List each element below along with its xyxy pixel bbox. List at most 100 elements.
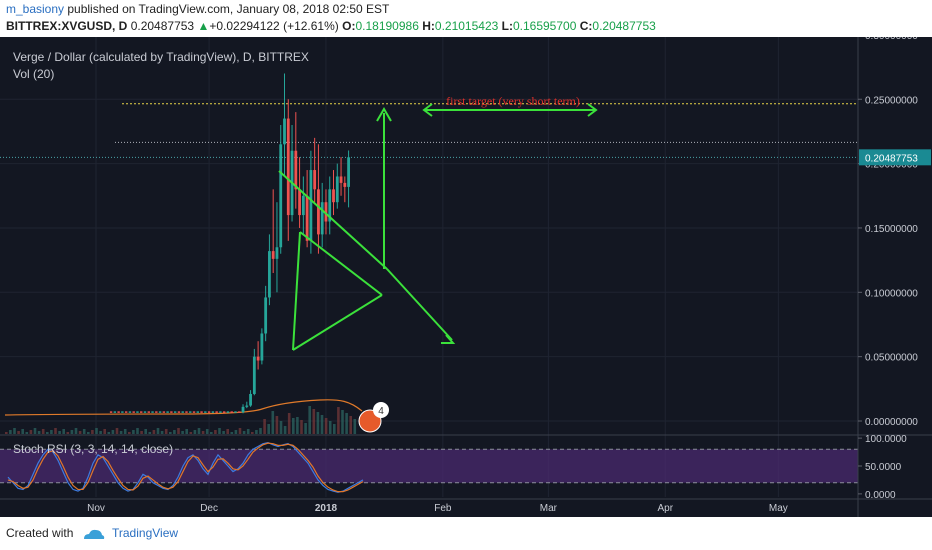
last-price-label: 0.20487753 [865, 153, 918, 164]
candle-body [170, 411, 173, 413]
volume-bar [312, 409, 316, 434]
created-with: Created with [6, 526, 74, 540]
candle-body [241, 406, 245, 413]
candle-body [204, 411, 207, 413]
volume-bar [300, 420, 303, 434]
close-label: C: [579, 19, 593, 33]
event-badge-count: 4 [378, 406, 384, 417]
volume-bar [201, 431, 205, 434]
volume-bar [103, 429, 106, 434]
volume-bar [246, 429, 250, 434]
volume-bar [87, 432, 90, 434]
candle-body [264, 297, 268, 334]
volume-bar [308, 406, 311, 434]
candle-body [279, 144, 283, 248]
volume-bar [287, 413, 291, 434]
volume-bar [37, 431, 41, 434]
volume-bar [128, 432, 131, 434]
stoch-rsi-pane [0, 441, 858, 493]
volume-bar [9, 430, 12, 434]
candle-body [215, 411, 218, 413]
event-badge[interactable]: 4 [358, 402, 389, 433]
price-tick-label: 0.00000000 [865, 417, 918, 428]
levels [0, 103, 858, 158]
volume-bar [54, 428, 57, 434]
candle-body [189, 411, 192, 413]
brand-link[interactable]: TradingView [112, 526, 179, 540]
stoch-title: Stoch RSI (3, 3, 14, 14, close) [13, 442, 173, 456]
volume-bar [316, 412, 320, 434]
volume-bar [193, 430, 197, 434]
volume-bar [156, 428, 160, 434]
candle-body [309, 170, 313, 241]
candle-body [121, 411, 124, 413]
volume-bar [205, 429, 209, 434]
candle-body [313, 170, 317, 190]
candle-body [177, 411, 181, 413]
price-tick-label: 0.15000000 [865, 224, 918, 235]
candle-body [185, 411, 188, 413]
volume-bar [345, 413, 348, 434]
volume-bar [169, 432, 172, 434]
candle-body [155, 411, 158, 413]
volume-bar [177, 428, 180, 434]
price-tick-label: 0.05000000 [865, 353, 918, 364]
candle-body [140, 411, 143, 413]
author-link[interactable]: m_basiony [6, 2, 65, 16]
candle-body [124, 411, 128, 413]
candle-body [320, 202, 324, 235]
volume-bar [218, 428, 221, 434]
candle-body [343, 182, 347, 187]
low-value: 0.16595700 [512, 19, 577, 33]
candle-body [162, 411, 166, 413]
chart-area[interactable]: 0.450000000.400000000.350000000.30000000… [0, 37, 932, 517]
price-tick-label: 0.25000000 [865, 95, 918, 106]
volume-bar [181, 431, 184, 434]
candle-body [196, 411, 199, 413]
volume-bar [189, 432, 193, 434]
candle-body [151, 411, 154, 413]
breakout-arrow-head [376, 107, 392, 122]
candle-body [158, 411, 162, 413]
quote-line: BITTREX:XVGUSD, D 0.20487753 ▲+0.0229412… [6, 19, 656, 33]
volume-bar [333, 424, 336, 434]
volume-bar [62, 429, 65, 434]
time-tick-label: Dec [200, 503, 218, 514]
candle-body [222, 411, 226, 413]
descending-line [278, 170, 388, 270]
volume-bar [74, 428, 78, 434]
volume-bar [160, 431, 164, 434]
candle-body [200, 411, 203, 413]
volume-bar [279, 421, 283, 434]
stoch-tick-label: 50.0000 [865, 462, 902, 473]
candle-body [317, 189, 320, 235]
candle-body [117, 411, 120, 413]
candle-body [332, 189, 335, 203]
candle-body [256, 356, 260, 361]
candle-body [249, 393, 252, 406]
publish-line: m_basiony published on TradingView.com, … [6, 2, 389, 16]
volume-bar [197, 428, 201, 434]
triangle-upper [299, 231, 383, 296]
volume-bar [210, 432, 213, 434]
time-tick-label: Mar [540, 503, 558, 514]
candle-body [173, 411, 177, 413]
candle-body [132, 411, 135, 413]
target-arrow-left [422, 103, 433, 117]
candle-body [294, 150, 298, 190]
chart-canvas[interactable]: 0.450000000.400000000.350000000.30000000… [0, 37, 932, 517]
volume-bar [234, 430, 238, 434]
target-annotation: first target (very short term) [446, 94, 580, 108]
cloud-logo-icon [84, 529, 105, 539]
triangle-left [292, 231, 301, 351]
volume-bar [320, 415, 324, 434]
volume-bar [41, 429, 45, 434]
volume-bar [66, 432, 70, 434]
volume-bar [132, 430, 135, 434]
volume-ma-line [4, 399, 363, 416]
volume-bar [111, 430, 115, 434]
candle-body [305, 195, 309, 241]
last-price-tag [859, 149, 931, 166]
time-tick-label: Apr [657, 503, 673, 514]
volume-bar [21, 429, 24, 434]
